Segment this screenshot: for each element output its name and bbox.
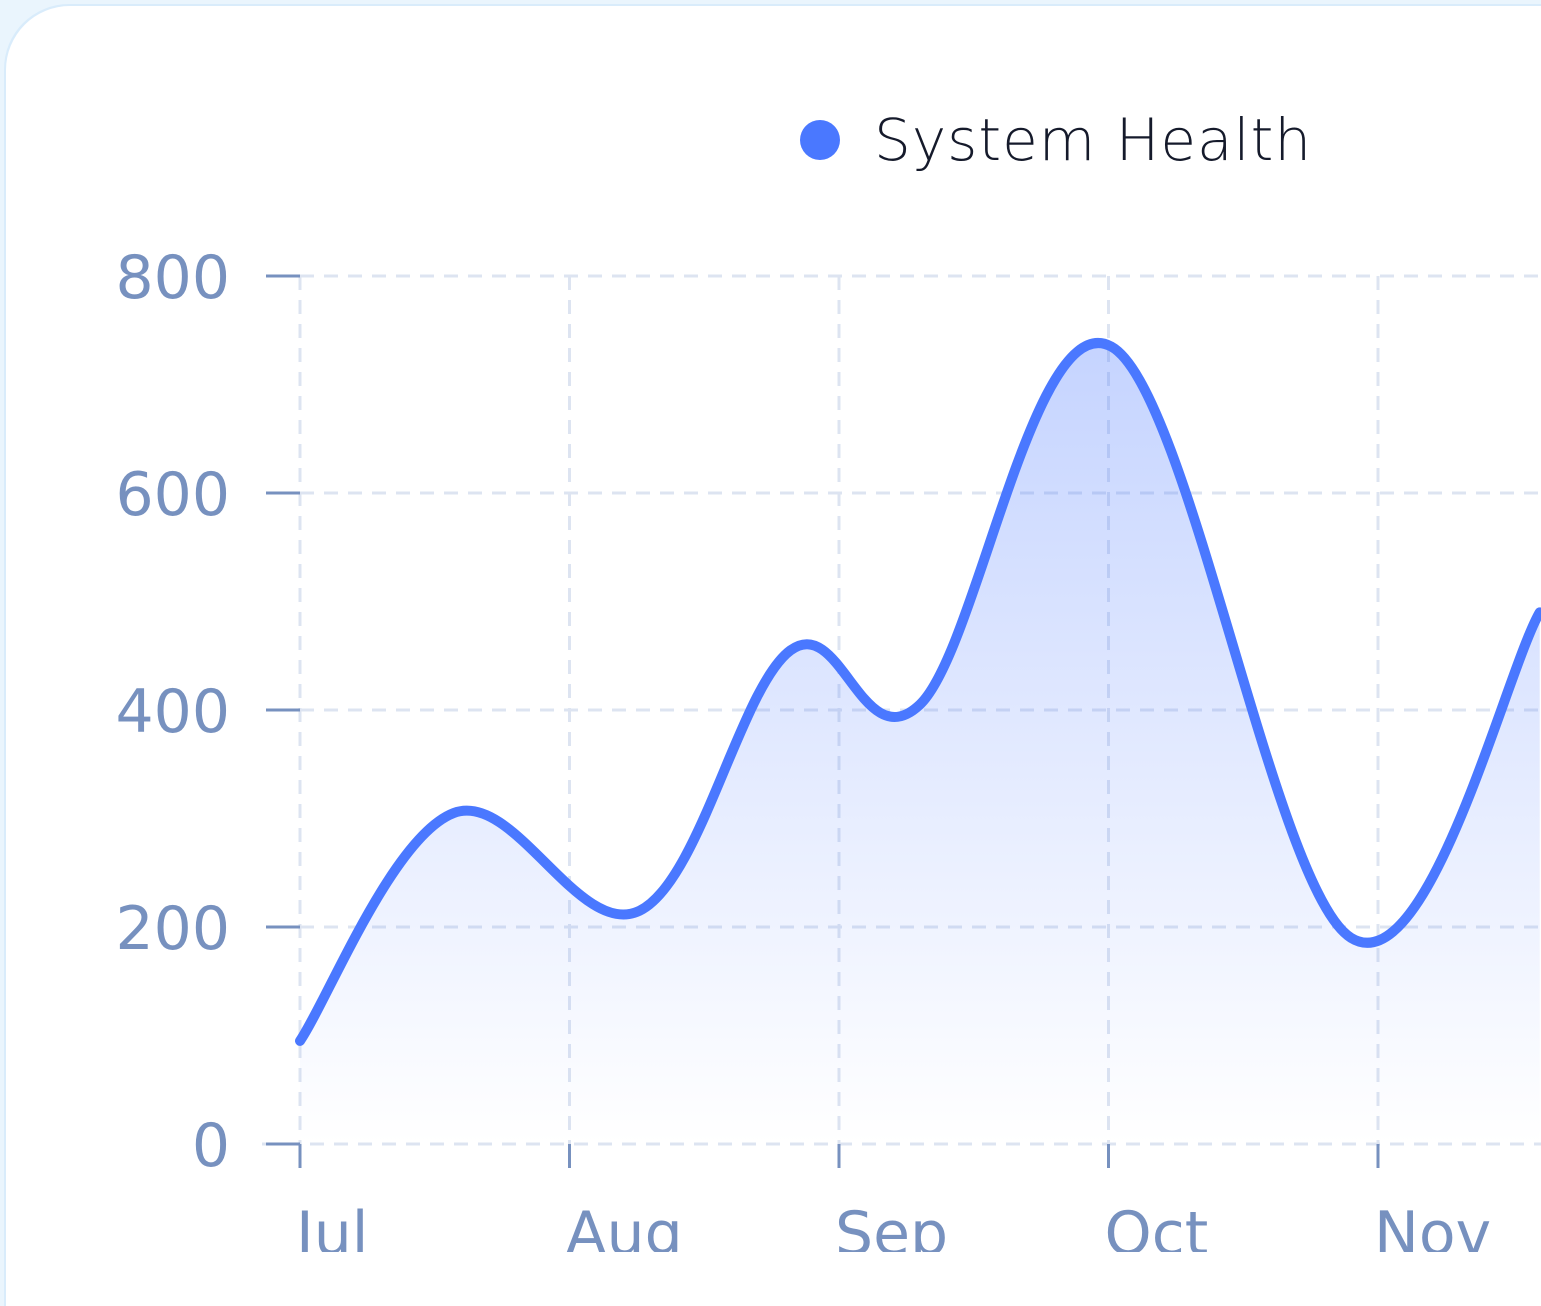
x-tick-label-aug: Aug <box>566 1199 683 1252</box>
y-tick-label-400: 400 <box>115 677 230 747</box>
series-line-system-health <box>295 338 1541 1046</box>
y-tick-label-0: 0 <box>192 1111 230 1181</box>
x-tick-label-sep: Sep <box>835 1199 948 1252</box>
x-tick-label-nov: Nov <box>1374 1199 1491 1252</box>
y-tick-label-600: 600 <box>115 460 230 530</box>
legend: System Health <box>800 100 1312 180</box>
axes: 0 200 400 600 800 Jul Aug Sep Oct Nov <box>115 243 1491 1252</box>
area-chart: 0 200 400 600 800 Jul Aug Sep Oct Nov <box>115 243 1541 1252</box>
y-tick-label-800: 800 <box>115 243 230 313</box>
legend-marker <box>800 120 840 160</box>
legend-label: System Health <box>874 106 1313 174</box>
series-layer <box>295 338 1541 1144</box>
series-area-system-health <box>300 342 1540 1144</box>
x-tick-label-jul: Jul <box>292 1199 368 1252</box>
y-tick-label-200: 200 <box>115 894 230 964</box>
x-tick-label-oct: Oct <box>1105 1199 1209 1252</box>
